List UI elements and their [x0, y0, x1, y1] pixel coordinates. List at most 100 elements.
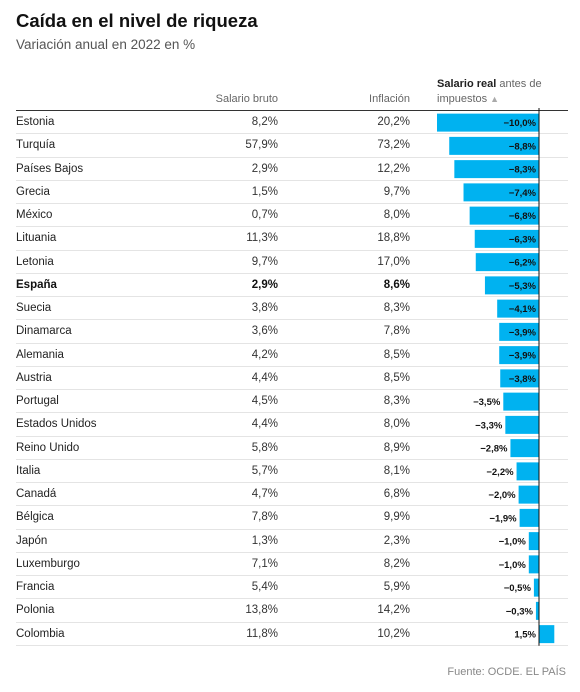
cell-country: Lituania [16, 232, 57, 245]
cell-country: Austria [16, 371, 52, 384]
cell-inflacion: 8,3% [383, 302, 410, 314]
cell-inflacion: 17,0% [377, 255, 410, 268]
table-row: Italia 5,7% 8,1% [16, 460, 568, 483]
cell-inflacion: 2,3% [383, 534, 410, 547]
cell-inflacion: 8,3% [383, 395, 410, 407]
cell-country: México [16, 209, 53, 221]
cell-country: Letonia [16, 255, 54, 268]
cell-bruto: 7,1% [251, 557, 278, 570]
cell-country: Japón [16, 534, 48, 547]
cell-country: Polonia [16, 604, 55, 617]
cell-bruto: 57,9% [245, 139, 278, 152]
cell-country: Grecia [16, 185, 50, 198]
table-row: España 2,9% 8,6% [16, 274, 568, 297]
data-table: Estonia 8,2% 20,2% Turquía 57,9% 73,2% Países … [16, 111, 568, 646]
cell-inflacion: 8,0% [383, 418, 410, 431]
table-row: Países Bajos 2,9% 12,2% [16, 158, 568, 181]
cell-inflacion: 8,0% [383, 209, 410, 221]
cell-country: Reino Unido [16, 441, 80, 454]
table-row: Grecia 1,5% 9,7% [16, 181, 568, 204]
table-row: Colombia 11,8% 10,2% [16, 623, 568, 646]
cell-bruto: 2,9% [251, 162, 278, 175]
cell-country: Alemania [16, 348, 64, 361]
cell-country: Italia [16, 464, 41, 477]
cell-bruto: 13,8% [245, 604, 278, 617]
table-row: Japón 1,3% 2,3% [16, 530, 568, 553]
cell-inflacion: 9,9% [383, 511, 410, 524]
cell-country: Portugal [16, 395, 59, 407]
cell-inflacion: 9,7% [383, 185, 410, 198]
cell-country: Países Bajos [16, 162, 84, 175]
header-divider [16, 110, 568, 111]
cell-inflacion: 14,2% [377, 604, 410, 617]
source-note: Fuente: OCDE. EL PAÍS [447, 666, 566, 678]
cell-bruto: 3,8% [251, 302, 278, 314]
cell-inflacion: 12,2% [377, 162, 410, 175]
cell-inflacion: 6,8% [383, 488, 410, 500]
chart-title: Caída en el nivel de riqueza [16, 10, 258, 31]
cell-bruto: 4,5% [251, 395, 278, 407]
cell-country: Dinamarca [16, 325, 72, 338]
cell-inflacion: 73,2% [377, 139, 410, 152]
sort-up-icon[interactable]: ▲ [490, 94, 500, 104]
cell-country: Canadá [16, 488, 57, 500]
cell-inflacion: 8,5% [383, 348, 410, 361]
cell-bruto: 5,8% [251, 441, 278, 454]
cell-inflacion: 18,8% [377, 232, 410, 245]
table-row: México 0,7% 8,0% [16, 204, 568, 228]
column-header-salario-real[interactable]: Salario real antes de impuestos ▲ [437, 77, 567, 107]
column-header-inflacion[interactable]: Inflación [369, 93, 410, 105]
table-row: Canadá 4,7% 6,8% [16, 483, 568, 507]
cell-country: Estados Unidos [16, 418, 97, 431]
cell-bruto: 7,8% [251, 511, 278, 524]
cell-country: Estonia [16, 116, 55, 128]
cell-bruto: 8,2% [251, 116, 278, 128]
cell-bruto: 4,4% [251, 418, 278, 431]
cell-bruto: 9,7% [251, 255, 278, 268]
cell-inflacion: 7,8% [383, 325, 410, 338]
cell-inflacion: 10,2% [377, 627, 410, 640]
table-row: Polonia 13,8% 14,2% [16, 599, 568, 623]
cell-inflacion: 8,5% [383, 371, 410, 384]
column-header-real-bold: Salario real [437, 78, 497, 90]
cell-country: Colombia [16, 627, 65, 640]
table-row: Lituania 11,3% 18,8% [16, 227, 568, 251]
table-row: Austria 4,4% 8,5% [16, 367, 568, 390]
cell-bruto: 1,3% [251, 534, 278, 547]
cell-country: Suecia [16, 302, 52, 314]
cell-country: Luxemburgo [16, 557, 80, 570]
table-row: Estados Unidos 4,4% 8,0% [16, 413, 568, 437]
cell-bruto: 2,9% [251, 278, 278, 291]
table-row: Suecia 3,8% 8,3% [16, 297, 568, 321]
cell-country: Turquía [16, 139, 56, 152]
table-row: Estonia 8,2% 20,2% [16, 111, 568, 135]
column-header-bruto[interactable]: Salario bruto [215, 93, 278, 105]
cell-country: Francia [16, 581, 55, 593]
cell-bruto: 4,2% [251, 348, 278, 361]
table-row: Bélgica 7,8% 9,9% [16, 506, 568, 530]
cell-bruto: 4,7% [251, 488, 278, 500]
column-header-real-rest: antes de impuestos [437, 78, 542, 105]
cell-bruto: 5,4% [251, 581, 278, 593]
cell-bruto: 3,6% [251, 325, 278, 338]
cell-inflacion: 8,9% [383, 441, 410, 454]
cell-bruto: 11,8% [246, 627, 278, 640]
cell-bruto: 0,7% [251, 209, 278, 221]
table-row: Reino Unido 5,8% 8,9% [16, 437, 568, 460]
cell-country: España [16, 278, 57, 291]
table-row: Alemania 4,2% 8,5% [16, 344, 568, 367]
table-row: Turquía 57,9% 73,2% [16, 134, 568, 158]
cell-inflacion: 5,9% [383, 581, 410, 593]
table-row: Dinamarca 3,6% 7,8% [16, 320, 568, 344]
cell-inflacion: 8,2% [383, 557, 410, 570]
cell-bruto: 4,4% [251, 371, 278, 384]
cell-bruto: 11,3% [246, 232, 278, 245]
cell-bruto: 5,7% [251, 464, 278, 477]
cell-inflacion: 8,1% [383, 464, 410, 477]
cell-country: Bélgica [16, 511, 54, 524]
table-row: Portugal 4,5% 8,3% [16, 390, 568, 414]
cell-bruto: 1,5% [251, 185, 278, 198]
chart-subtitle: Variación anual en 2022 en % [16, 37, 196, 52]
table-row: Francia 5,4% 5,9% [16, 576, 568, 600]
table-row: Letonia 9,7% 17,0% [16, 251, 568, 274]
